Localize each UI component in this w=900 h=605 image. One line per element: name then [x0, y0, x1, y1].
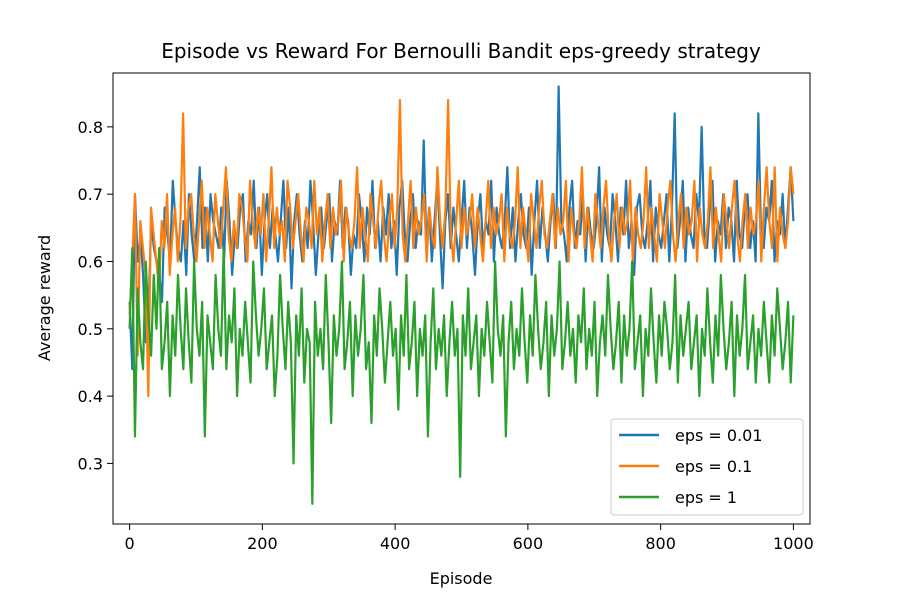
legend-box — [610, 418, 804, 516]
y-axis-ticks: 0.3 0.4 0.5 0.6 0.7 0.8 — [78, 118, 113, 473]
x-tick-label: 600 — [513, 534, 544, 553]
x-tick-label: 200 — [247, 534, 278, 553]
legend-items: eps = 0.01 eps = 0.1 eps = 1 — [619, 426, 763, 507]
y-tick-label: 0.3 — [78, 454, 103, 473]
x-tick-label: 1000 — [773, 534, 814, 553]
chart-title: Episode vs Reward For Bernoulli Bandit e… — [161, 39, 761, 63]
x-tick-label: 400 — [380, 534, 411, 553]
x-axis-ticks: 0 200 400 600 800 1000 — [125, 524, 814, 553]
y-tick-label: 0.8 — [78, 118, 103, 137]
legend-label: eps = 0.01 — [675, 426, 763, 445]
legend-label: eps = 0.1 — [675, 457, 752, 476]
legend: eps = 0.01 eps = 0.1 eps = 1 — [610, 418, 804, 516]
legend-label: eps = 1 — [675, 488, 737, 507]
y-tick-label: 0.7 — [78, 185, 103, 204]
y-tick-label: 0.4 — [78, 387, 103, 406]
series-line-1 — [128, 98, 795, 398]
y-tick-label: 0.5 — [78, 320, 103, 339]
x-tick-label: 800 — [645, 534, 676, 553]
series-line-2 — [128, 246, 795, 505]
y-axis-label: Average reward — [35, 235, 54, 361]
x-tick-label: 0 — [125, 534, 135, 553]
y-tick-label: 0.6 — [78, 252, 103, 271]
series-layer — [128, 85, 795, 505]
x-axis-label: Episode — [430, 569, 493, 588]
plot-frame — [112, 72, 811, 525]
